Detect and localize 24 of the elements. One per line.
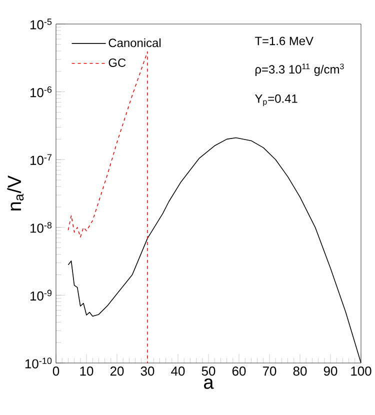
x-tick-label: 10 <box>80 366 94 376</box>
x-tick-label: 60 <box>232 366 246 376</box>
x-tick-label: 90 <box>324 366 338 376</box>
x-tick-label: 30 <box>140 366 154 376</box>
x-tick-label: 70 <box>262 366 276 376</box>
legend-label: GC <box>108 58 126 67</box>
x-tick-label: 50 <box>202 366 216 376</box>
annotation: Y$_{p}$=0.41 <box>254 94 298 106</box>
annotation: ρ=3.3 10$^{11}$ g/cm$^{3}$ <box>255 64 344 76</box>
y-axis-title: n$_{a}$/V <box>7 175 24 210</box>
legend-label: Canonical <box>108 38 160 48</box>
y-tick-label: 10$^{-6}$ <box>30 86 52 98</box>
x-tick-label: 100 <box>351 366 372 376</box>
y-tick-label: 10$^{-9}$ <box>30 290 52 301</box>
x-axis-title: a <box>204 378 214 389</box>
y-tick-label: 10$^{-10}$ <box>25 358 52 368</box>
x-tick-label: 40 <box>171 366 185 376</box>
x-tick-label: 20 <box>110 366 124 376</box>
y-tick-label: 10$^{-7}$ <box>30 154 52 165</box>
x-tick-label: 80 <box>293 366 307 376</box>
x-tick-label: 0 <box>52 366 60 376</box>
y-tick-label: 10$^{-5}$ <box>30 18 52 30</box>
annotation: T=1.6 MeV <box>254 36 314 46</box>
y-tick-label: 10$^{-8}$ <box>30 222 52 233</box>
